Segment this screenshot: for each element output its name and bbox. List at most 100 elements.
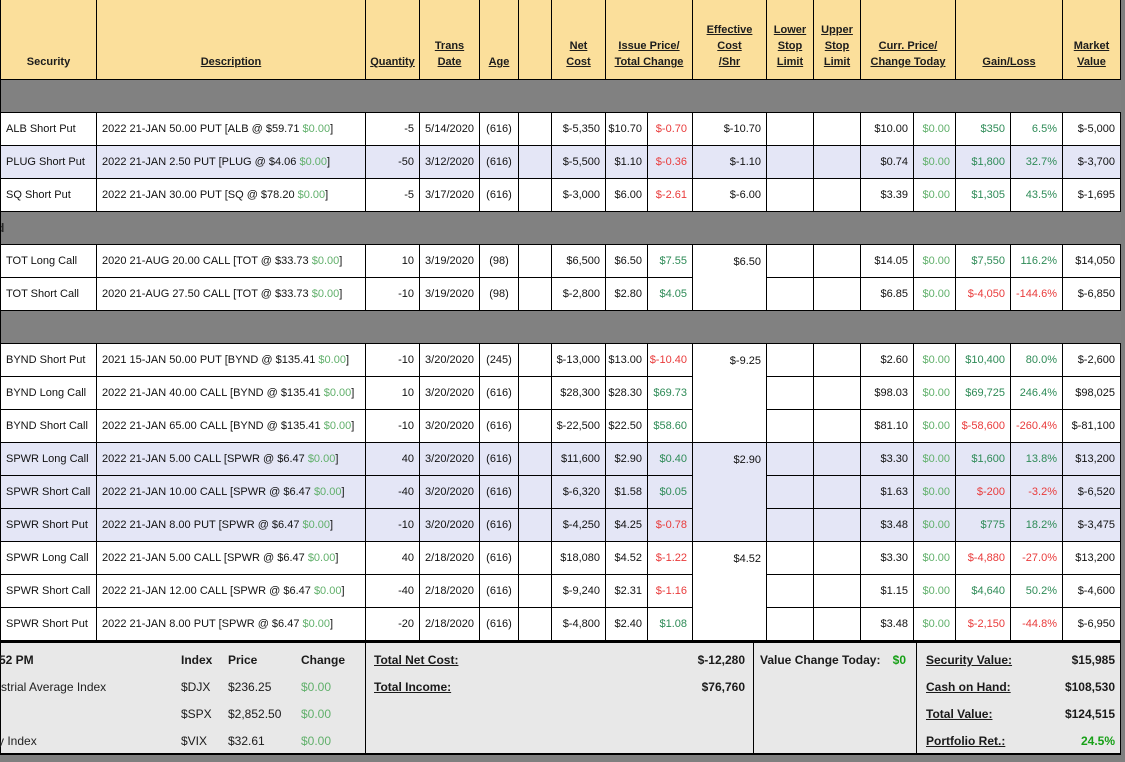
option-description-text: 2022 21-JAN 50.00 PUT [ALB @ $59.71 bbox=[102, 123, 303, 135]
description-bracket: ] bbox=[325, 189, 329, 201]
cell-age: (616) bbox=[480, 146, 519, 179]
cell-market-value: $-3,475 bbox=[1063, 509, 1121, 542]
cell-issue-price: $2.80 bbox=[606, 278, 648, 311]
description-bracket: ] bbox=[327, 156, 331, 168]
col-header-age[interactable]: Age bbox=[480, 0, 519, 79]
underlying-change-value: $0.00 bbox=[302, 123, 331, 135]
cell-net-cost: $-4,800 bbox=[552, 608, 606, 641]
position-row: BYND Short Put 2021 15-JAN 50.00 PUT [BYN… bbox=[1, 344, 1121, 377]
cell-lower-stop-limit bbox=[767, 410, 814, 443]
cell-age: (98) bbox=[480, 245, 519, 278]
cell-effective-cost bbox=[693, 377, 767, 410]
cell-net-cost: $6,500 bbox=[552, 245, 606, 278]
cell-security: BYND Short Call bbox=[1, 410, 97, 443]
cell-net-cost: $-2,800 bbox=[552, 278, 606, 311]
cell-upper-stop-limit bbox=[814, 377, 861, 410]
cell-gain-loss-pct: -3.2% bbox=[1011, 476, 1063, 509]
cell-lower-stop-limit bbox=[767, 113, 814, 146]
cell-trans-date: 3/12/2020 bbox=[420, 146, 480, 179]
position-row: TOT Long Call 2020 21-AUG 20.00 CALL [TOT… bbox=[1, 245, 1121, 278]
cell-trans-date: 3/20/2020 bbox=[420, 476, 480, 509]
total-income-label: Total Income: bbox=[374, 680, 452, 694]
col-header-issue-price-total-change[interactable]: Issue Price/Total Change bbox=[606, 0, 693, 79]
cell-age: (616) bbox=[480, 575, 519, 608]
cell-lower-stop-limit bbox=[767, 509, 814, 542]
cell-market-value: $14,050 bbox=[1063, 245, 1121, 278]
cell-curr-price: $3.30 bbox=[861, 443, 914, 476]
cell-net-cost: $-13,000 bbox=[552, 344, 606, 377]
cell-total-change: $58.60 bbox=[648, 410, 693, 443]
cell-lower-stop-limit bbox=[767, 542, 814, 575]
col-header-quantity[interactable]: Quantity bbox=[366, 0, 420, 79]
cell-market-value: $-2,600 bbox=[1063, 344, 1121, 377]
position-row: SPWR Short Call 2022 21-JAN 12.00 CALL [S… bbox=[1, 575, 1121, 608]
cell-change-today: $0.00 bbox=[914, 575, 956, 608]
cell-quantity: -40 bbox=[366, 575, 420, 608]
col-header-market-value[interactable]: Market Value bbox=[1063, 0, 1121, 79]
col-header-gain-loss[interactable]: Gain/Loss bbox=[956, 0, 1063, 79]
description-bracket: ] bbox=[335, 453, 339, 465]
cell-curr-price: $81.10 bbox=[861, 410, 914, 443]
cell-spacer bbox=[519, 410, 552, 443]
section-band bbox=[1, 80, 1121, 113]
cell-gain-loss-pct: -44.8% bbox=[1011, 608, 1063, 641]
cell-curr-price: $3.30 bbox=[861, 542, 914, 575]
cash-on-hand-value: $108,530 bbox=[1064, 680, 1115, 694]
col-header-curr-price-change-today[interactable]: Curr. Price/Change Today bbox=[861, 0, 956, 79]
col-header-effective-cost[interactable]: Effective Cost/Shr bbox=[693, 0, 767, 79]
col-header-lower-stop-limit[interactable]: Lower Stop Limit bbox=[767, 0, 814, 79]
cell-net-cost: $-5,500 bbox=[552, 146, 606, 179]
option-description-text: 2022 21-JAN 30.00 PUT [SQ @ $78.20 bbox=[102, 189, 298, 201]
col-header-net-cost[interactable]: Net Cost bbox=[552, 0, 606, 79]
cell-gain-loss: $-2,150 bbox=[956, 608, 1011, 641]
cell-change-today: $0.00 bbox=[914, 509, 956, 542]
security-value-row: Security Value: $15,985 bbox=[917, 648, 1121, 672]
cell-net-cost: $-9,240 bbox=[552, 575, 606, 608]
underlying-change-value: $0.00 bbox=[299, 156, 327, 168]
cell-trans-date: 5/14/2020 bbox=[420, 113, 480, 146]
cell-security: ALB Short Put bbox=[1, 113, 97, 146]
footer-totals-panel: Total Net Cost: $-12,280 Total Income: $… bbox=[366, 643, 754, 753]
cell-trans-date: 3/20/2020 bbox=[420, 377, 480, 410]
cell-change-today: $0.00 bbox=[914, 377, 956, 410]
cell-net-cost: $-5,350 bbox=[552, 113, 606, 146]
cell-upper-stop-limit bbox=[814, 575, 861, 608]
cell-market-value: $-4,600 bbox=[1063, 575, 1121, 608]
cell-description: 2022 21-JAN 5.00 CALL [SPWR @ $6.47 $0.0… bbox=[97, 542, 366, 575]
col-header-description[interactable]: Description bbox=[97, 0, 366, 79]
cell-spacer bbox=[519, 245, 552, 278]
cell-security: SQ Short Put bbox=[1, 179, 97, 212]
index-header-row: 52 PM Index Price Change bbox=[0, 648, 365, 672]
cell-gain-loss-pct: 43.5% bbox=[1011, 179, 1063, 212]
cell-change-today: $0.00 bbox=[914, 443, 956, 476]
cell-gain-loss: $1,800 bbox=[956, 146, 1011, 179]
cell-effective-cost: $4.52 bbox=[693, 542, 767, 575]
description-bracket: ] bbox=[341, 585, 345, 597]
cell-change-today: $0.00 bbox=[914, 344, 956, 377]
index-change: $0.00 bbox=[301, 680, 332, 694]
cell-description: 2022 21-JAN 2.50 PUT [PLUG @ $4.06 $0.00… bbox=[97, 146, 366, 179]
cell-total-change: $-0.36 bbox=[648, 146, 693, 179]
value-change-label: Value Change Today: bbox=[760, 653, 881, 667]
col-header-upper-stop-limit[interactable]: Upper Stop Limit bbox=[814, 0, 861, 79]
underlying-change-value: $0.00 bbox=[307, 552, 336, 564]
cell-lower-stop-limit bbox=[767, 476, 814, 509]
footer-index-panel: 52 PM Index Price Change strial Average … bbox=[0, 643, 366, 753]
cell-net-cost: $28,300 bbox=[552, 377, 606, 410]
option-description-text: 2022 21-JAN 12.00 CALL [SPWR @ $6.47 bbox=[102, 585, 314, 597]
cell-lower-stop-limit bbox=[767, 575, 814, 608]
cell-age: (616) bbox=[480, 377, 519, 410]
table-body: ALB Short Put 2022 21-JAN 50.00 PUT [ALB … bbox=[1, 80, 1121, 641]
cell-spacer bbox=[519, 608, 552, 641]
option-description-text: 2020 21-AUG 20.00 CALL [TOT @ $33.73 bbox=[102, 255, 312, 267]
col-header-trans-date[interactable]: Trans Date bbox=[420, 0, 480, 79]
cell-total-change: $-1.22 bbox=[648, 542, 693, 575]
cell-quantity: 10 bbox=[366, 377, 420, 410]
cell-upper-stop-limit bbox=[814, 344, 861, 377]
index-name: strial Average Index bbox=[1, 680, 107, 694]
cell-quantity: -50 bbox=[366, 146, 420, 179]
index-row-spx: $SPX $2,852.50 $0.00 bbox=[1, 702, 365, 726]
option-description-text: 2022 21-JAN 8.00 PUT [SPWR @ $6.47 bbox=[102, 519, 303, 531]
cell-issue-price: $2.31 bbox=[606, 575, 648, 608]
